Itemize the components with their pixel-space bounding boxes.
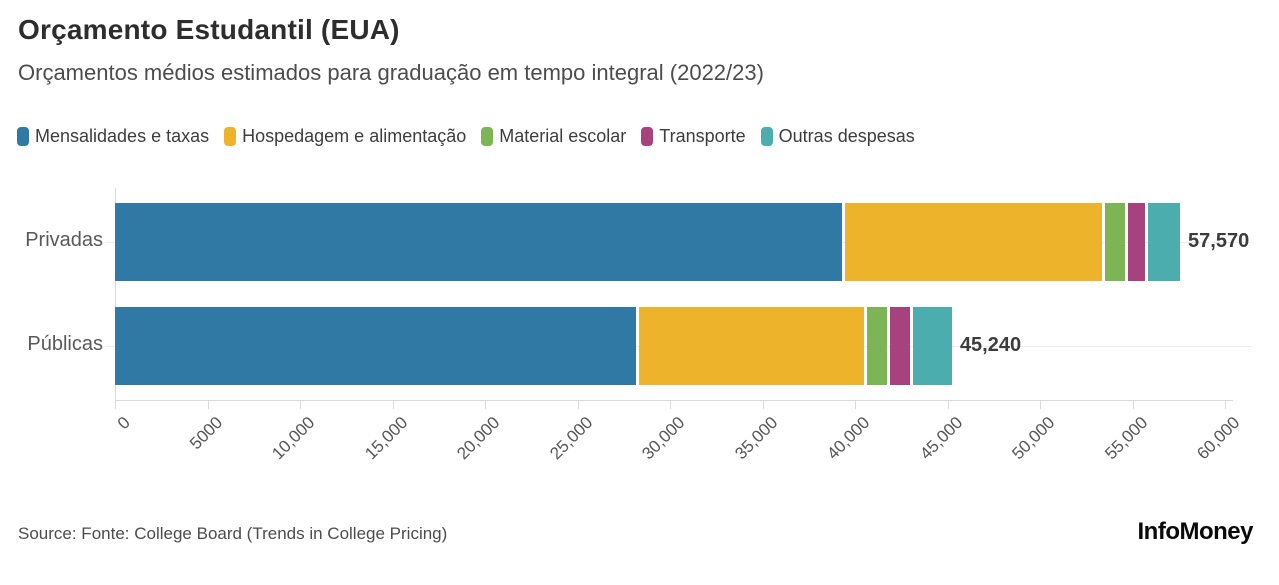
legend-item-1: Hospedagem e alimentação xyxy=(224,126,466,147)
bar-segment-privadas-2 xyxy=(1104,203,1125,281)
x-axis-tick xyxy=(1225,400,1226,409)
x-axis-tick xyxy=(115,400,116,409)
legend-swatch-icon xyxy=(17,127,29,146)
x-axis-tick xyxy=(207,400,209,409)
legend-label: Hospedagem e alimentação xyxy=(242,126,467,146)
infomoney-logo: InfoMoney xyxy=(1137,518,1254,545)
x-axis-tick xyxy=(300,400,301,409)
legend-item-4: Outras despesas xyxy=(760,126,915,147)
bar-segment-públicas-4 xyxy=(913,307,952,385)
source-note: Source: Fonte: College Board (Trends in … xyxy=(18,524,448,543)
x-axis-tick-label: 60,000 xyxy=(1193,413,1244,464)
bar-total-label: 45,240 xyxy=(959,334,1022,356)
bar-segment-públicas-3 xyxy=(889,307,911,385)
legend-label: Mensalidades e taxas xyxy=(35,126,210,146)
legend-label: Outras despesas xyxy=(778,126,915,146)
y-axis-line xyxy=(115,188,116,400)
chart-title: Orçamento Estudantil (EUA) xyxy=(18,14,400,45)
x-axis-tick-label: 20,000 xyxy=(453,413,504,464)
x-axis-tick-label: 5000 xyxy=(185,413,226,454)
x-axis-tick-label: 45,000 xyxy=(915,413,966,464)
bar-segment-privadas-1 xyxy=(845,203,1102,281)
x-axis-tick xyxy=(1040,400,1041,409)
bar-segment-públicas-1 xyxy=(638,307,864,385)
legend-item-2: Material escolar xyxy=(481,126,626,147)
legend-swatch-icon xyxy=(760,127,773,146)
x-axis-tick-label: 30,000 xyxy=(638,413,689,464)
category-label: Públicas xyxy=(27,333,103,355)
x-axis-tick-label: 10,000 xyxy=(268,413,319,464)
legend-item-0: Mensalidades e taxas xyxy=(17,126,209,147)
x-axis-tick-label: 40,000 xyxy=(823,413,874,464)
x-axis-tick-label: 25,000 xyxy=(545,413,596,464)
x-axis-tick-label: 55,000 xyxy=(1100,413,1151,464)
x-axis-tick xyxy=(1132,400,1134,409)
x-axis-tick xyxy=(762,400,764,409)
x-axis-tick xyxy=(947,400,949,409)
bar-segment-públicas-2 xyxy=(866,307,887,385)
category-label: Privadas xyxy=(25,229,103,251)
bar-segment-privadas-0 xyxy=(115,203,843,281)
x-axis-tick xyxy=(855,400,856,409)
legend: Mensalidades e taxas Hospedagem e aliment… xyxy=(17,126,915,147)
legend-label: Transporte xyxy=(659,126,746,146)
legend-swatch-icon xyxy=(224,127,237,146)
legend-item-3: Transporte xyxy=(641,126,746,147)
legend-swatch-icon xyxy=(641,127,654,146)
x-axis-tick xyxy=(392,400,394,409)
legend-swatch-icon xyxy=(481,127,494,146)
x-axis-tick-label: 15,000 xyxy=(360,413,411,464)
x-axis-tick-label: 0 xyxy=(113,413,134,434)
x-axis-tick-label: 50,000 xyxy=(1008,413,1059,464)
x-axis-tick xyxy=(670,400,671,409)
bar-segment-privadas-3 xyxy=(1127,203,1145,281)
chart-subtitle: Orçamentos médios estimados para graduaç… xyxy=(18,60,764,85)
x-axis-tick-label: 35,000 xyxy=(730,413,781,464)
legend-label: Material escolar xyxy=(499,126,627,146)
x-axis-line xyxy=(115,400,1233,401)
x-axis-tick xyxy=(485,400,486,409)
bar-segment-privadas-4 xyxy=(1147,203,1181,281)
bar-total-label: 57,570 xyxy=(1188,230,1250,252)
x-axis-tick xyxy=(577,400,579,409)
bar-segment-públicas-0 xyxy=(115,307,636,385)
